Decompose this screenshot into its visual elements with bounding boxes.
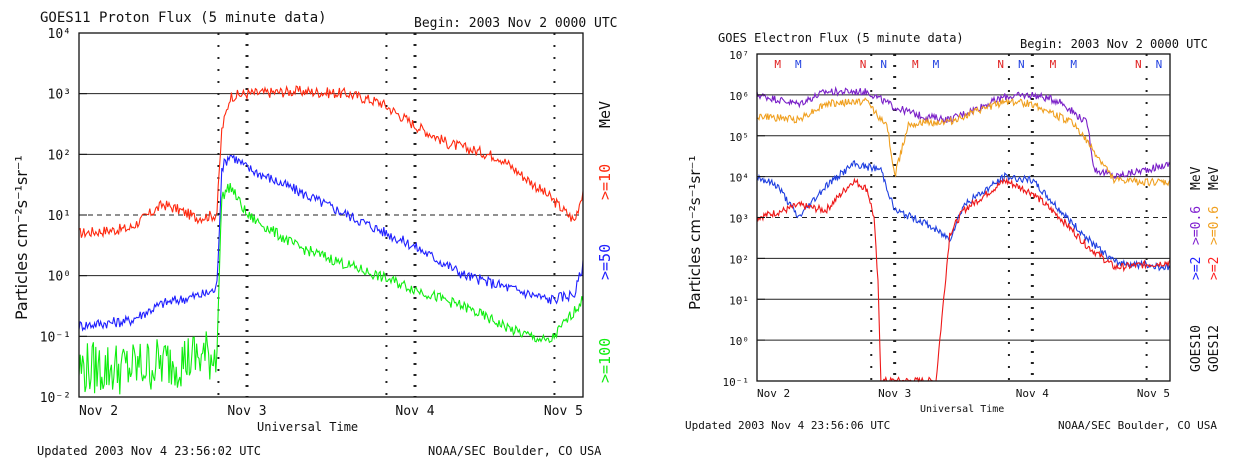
proton-series-1 (78, 154, 584, 332)
proton-y-tick-label: 10⁻¹ (40, 330, 71, 345)
electron-right-label-1: >=0.6 (1189, 206, 1204, 245)
electron-right-label-5: MeV (1207, 166, 1222, 190)
electron-right-label-7: GOES12 (1207, 325, 1222, 372)
proton-footer-left: Updated 2003 Nov 4 23:56:02 UTC (37, 444, 261, 458)
proton-energy-label-0: MeV (596, 101, 614, 128)
electron-right-label-3: >=2 (1207, 257, 1222, 280)
electron-mn-marker: M (1070, 58, 1077, 71)
electron-y-tick-label: 10² (729, 253, 749, 266)
electron-mn-marker: N (1156, 58, 1163, 71)
electron-right-label-2: MeV (1189, 166, 1204, 190)
electron-mn-marker: N (1135, 58, 1142, 71)
proton-energy-label-2: >=50 (596, 244, 614, 280)
proton-chart-title: GOES11 Proton Flux (5 minute data) (40, 10, 327, 26)
electron-right-label-0: >=2 (1189, 257, 1204, 280)
electron-mn-marker: N (1018, 58, 1025, 71)
electron-mn-marker: M (933, 58, 940, 71)
electron-y-tick-label: 10⁻¹ (723, 376, 750, 389)
electron-mn-marker: M (1050, 58, 1057, 71)
electron-mn-marker: N (997, 58, 1004, 71)
electron-mn-marker: M (795, 58, 802, 71)
proton-energy-label-1: >=10 (596, 164, 614, 200)
electron-x-tick-label: Nov 3 (878, 387, 911, 400)
proton-x-tick-label: Nov 4 (395, 404, 434, 419)
electron-mn-marker: M (912, 58, 919, 71)
proton-x-tick-label: Nov 2 (79, 404, 118, 419)
proton-energy-label-3: >=100 (596, 338, 614, 383)
electron-x-tick-label: Nov 5 (1137, 387, 1170, 400)
electron-right-label-6: GOES10 (1189, 325, 1204, 372)
electron-y-tick-label: 10⁷ (729, 49, 749, 62)
electron-x-tick-label: Nov 2 (757, 387, 790, 400)
electron-series-3 (756, 177, 1171, 383)
electron-y-tick-label: 10³ (729, 213, 749, 226)
electron-footer-right: NOAA/SEC Boulder, CO USA (1058, 419, 1217, 432)
proton-y-tick-label: 10³ (48, 88, 71, 103)
proton-series-2 (78, 183, 584, 395)
electron-mn-marker: M (774, 58, 781, 71)
electron-series-1 (756, 97, 1171, 187)
electron-y-tick-label: 10¹ (729, 294, 749, 307)
electron-y-tick-label: 10⁴ (729, 172, 749, 185)
electron-y-tick-label: 10⁶ (729, 90, 749, 103)
proton-y-tick-label: 10¹ (48, 209, 71, 224)
electron-mn-marker: N (860, 58, 867, 71)
electron-mn-marker: N (880, 58, 887, 71)
proton-ylabel: Particles cm⁻²s⁻¹sr⁻¹ (12, 155, 31, 320)
electron-footer-left: Updated 2003 Nov 4 23:56:06 UTC (685, 419, 890, 432)
proton-begin-label: Begin: 2003 Nov 2 0000 UTC (414, 16, 618, 31)
proton-x-tick-label: Nov 3 (227, 404, 266, 419)
proton-footer-right: NOAA/SEC Boulder, CO USA (428, 444, 602, 458)
electron-begin-label: Begin: 2003 Nov 2 0000 UTC (1020, 37, 1208, 51)
proton-y-tick-label: 10⁰ (48, 270, 71, 285)
proton-series-0 (78, 84, 584, 239)
proton-y-tick-label: 10² (48, 148, 71, 163)
electron-y-tick-label: 10⁵ (729, 131, 749, 144)
electron-xlabel: Universal Time (920, 404, 1004, 415)
electron-right-label-4: >=0.6 (1207, 206, 1222, 245)
electron-series-2 (756, 160, 1171, 272)
electron-series-0 (756, 85, 1171, 180)
electron-x-tick-label: Nov 4 (1016, 387, 1049, 400)
electron-ylabel: Particles cm⁻²s⁻¹sr⁻¹ (686, 156, 704, 310)
electron-y-tick-label: 10⁰ (729, 335, 749, 348)
electron-chart-title: GOES Electron Flux (5 minute data) (718, 31, 964, 45)
proton-y-tick-label: 10⁻² (40, 391, 71, 406)
proton-y-tick-label: 10⁴ (48, 27, 71, 42)
proton-x-tick-label: Nov 5 (544, 404, 583, 419)
proton-xlabel: Universal Time (257, 420, 358, 434)
